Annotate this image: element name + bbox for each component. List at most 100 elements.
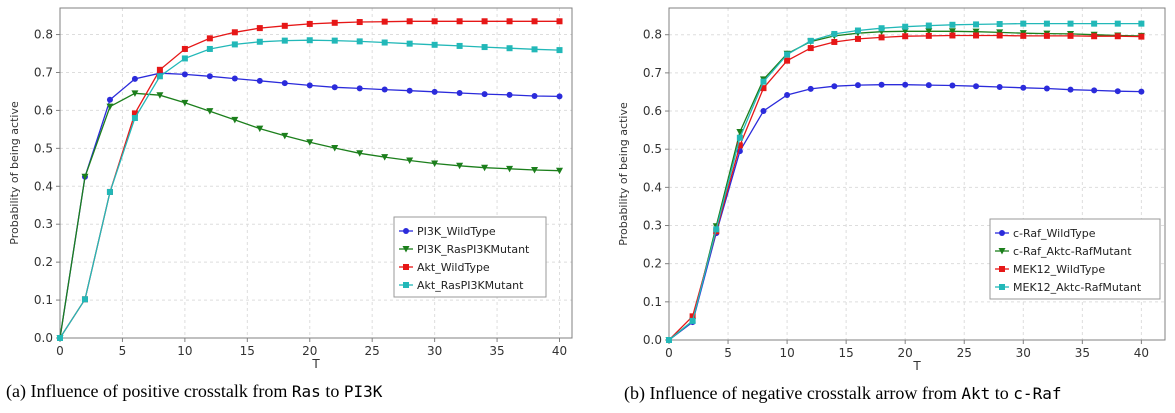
data-point — [431, 88, 438, 95]
x-tick-label: 5 — [119, 344, 127, 358]
data-point — [831, 83, 838, 90]
data-point — [831, 38, 838, 45]
data-point — [1138, 20, 1145, 27]
chart-a: 0.0 0.1 0.2 0.3 0.4 0.5 0.6 0.7 0.8 0 5 10 15 20 25 30 3… — [8, 7, 573, 371]
data-point — [506, 18, 513, 25]
data-point — [281, 132, 289, 140]
caption-a-text: Influence of positive crosstalk from — [30, 381, 292, 401]
data-point — [456, 42, 463, 49]
data-point — [356, 150, 364, 157]
data-point — [973, 83, 980, 90]
y-tick-label: 0.6 — [643, 104, 662, 118]
data-point — [406, 40, 413, 47]
legend-marker — [999, 284, 1005, 290]
data-point — [736, 134, 743, 141]
x-tick-label: 35 — [1075, 346, 1090, 360]
data-point — [1114, 33, 1121, 40]
data-point — [556, 47, 563, 54]
caption-a: (a) Influence of positive crosstalk from… — [6, 381, 382, 402]
y-tick-label: 0.1 — [643, 295, 662, 309]
legend-entry: MEK12_WildType — [1013, 263, 1105, 276]
data-point — [181, 99, 189, 107]
data-point — [760, 108, 767, 115]
y-tick-label: 0.8 — [34, 28, 53, 42]
data-point — [281, 22, 288, 29]
data-point — [306, 82, 313, 89]
data-point — [106, 103, 114, 111]
data-point — [760, 78, 767, 85]
data-point — [206, 45, 213, 52]
y-tick-label: 0.6 — [34, 103, 53, 117]
data-point — [854, 27, 861, 34]
legend-entry: c-Raf_Aktc-RafMutant — [1013, 245, 1132, 258]
data-point — [481, 164, 489, 172]
legend-box — [989, 218, 1161, 300]
data-point — [972, 28, 980, 36]
data-point — [1020, 84, 1027, 91]
x-tick-label: 0 — [665, 346, 673, 360]
data-point — [331, 84, 338, 91]
data-point — [506, 165, 514, 173]
y-tick-label: 0.1 — [34, 293, 53, 307]
data-point — [306, 37, 313, 44]
data-point — [481, 91, 488, 98]
data-point — [156, 66, 163, 73]
data-point — [784, 92, 791, 99]
y-tick-label: 0.7 — [643, 66, 662, 80]
data-point — [531, 18, 538, 25]
caption-b-mid: to — [990, 383, 1014, 403]
data-point — [481, 44, 488, 51]
data-point — [381, 18, 388, 25]
data-point — [713, 226, 720, 233]
data-point — [331, 144, 339, 152]
data-point — [256, 38, 263, 45]
y-tick-label: 0.8 — [643, 28, 662, 42]
y-tick-label: 0.5 — [34, 141, 53, 155]
data-point — [506, 45, 513, 52]
data-point — [381, 154, 389, 161]
data-point — [106, 188, 113, 195]
data-point — [1020, 20, 1027, 27]
legend-marker — [403, 264, 409, 270]
data-point — [431, 160, 439, 168]
caption-b-code2: c-Raf — [1013, 384, 1062, 403]
data-point — [925, 28, 933, 35]
caption-b-text: Influence of negative crosstalk arrow fr… — [649, 383, 962, 403]
data-point — [949, 82, 956, 89]
data-point — [556, 167, 564, 175]
x-tick-label: 30 — [1016, 346, 1031, 360]
data-point — [481, 18, 488, 25]
data-point — [1067, 86, 1074, 93]
data-point — [925, 22, 932, 29]
data-point — [57, 335, 63, 341]
x-tick-label: 0 — [56, 344, 64, 358]
y-tick-label: 0.3 — [34, 217, 53, 231]
legend-entry: Akt_WildType — [417, 261, 490, 274]
data-point — [156, 73, 163, 80]
data-point — [925, 32, 932, 39]
data-point — [231, 29, 238, 36]
x-tick-label: 40 — [552, 344, 567, 358]
data-point — [281, 37, 288, 44]
x-axis-label: T — [912, 359, 921, 373]
caption-a-code2: PI3K — [343, 382, 383, 401]
caption-a-mid: to — [320, 381, 344, 401]
data-point — [948, 28, 956, 35]
data-point — [878, 34, 885, 41]
plot-frame — [668, 7, 1166, 341]
data-point — [784, 57, 791, 64]
x-tick-label: 25 — [365, 344, 380, 358]
data-point — [1067, 20, 1074, 27]
legend-marker — [999, 266, 1005, 272]
data-point — [356, 85, 363, 92]
y-tick-label: 0.4 — [643, 180, 662, 194]
data-point — [306, 139, 314, 146]
caption-b-prefix: (b) — [624, 383, 645, 403]
x-tick-label: 25 — [957, 346, 972, 360]
y-tick-label: 0.2 — [34, 255, 53, 269]
data-point — [736, 129, 744, 136]
data-point — [231, 75, 238, 82]
data-point — [1091, 20, 1098, 27]
data-point — [406, 87, 413, 94]
data-point — [854, 35, 861, 42]
